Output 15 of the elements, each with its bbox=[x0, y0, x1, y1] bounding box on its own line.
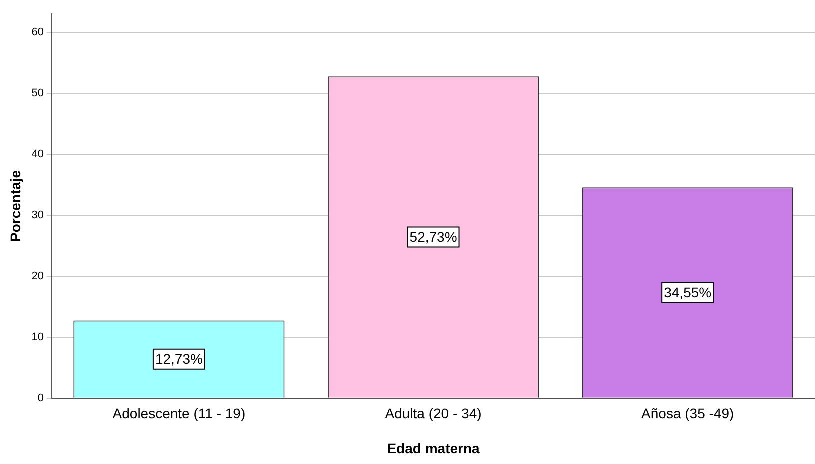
data-label: 34,55% bbox=[664, 284, 712, 301]
y-tick-label: 20 bbox=[32, 270, 44, 282]
x-axis-title: Edad materna bbox=[387, 440, 480, 456]
x-tick-label: Añosa (35 -49) bbox=[642, 406, 734, 422]
data-label: 52,73% bbox=[410, 229, 458, 246]
y-tick-label: 60 bbox=[32, 26, 44, 38]
data-label: 12,73% bbox=[155, 351, 203, 368]
x-tick-label: Adolescente (11 - 19) bbox=[112, 406, 246, 422]
y-tick-label: 0 bbox=[38, 392, 44, 404]
y-tick-label: 30 bbox=[32, 209, 44, 222]
y-tick-label: 50 bbox=[32, 87, 44, 100]
x-tick-label: Adulta (20 - 34) bbox=[385, 406, 482, 422]
y-tick-label: 40 bbox=[32, 148, 44, 160]
y-tick-label: 10 bbox=[32, 331, 44, 344]
y-axis-title: Porcentaje bbox=[7, 170, 24, 242]
